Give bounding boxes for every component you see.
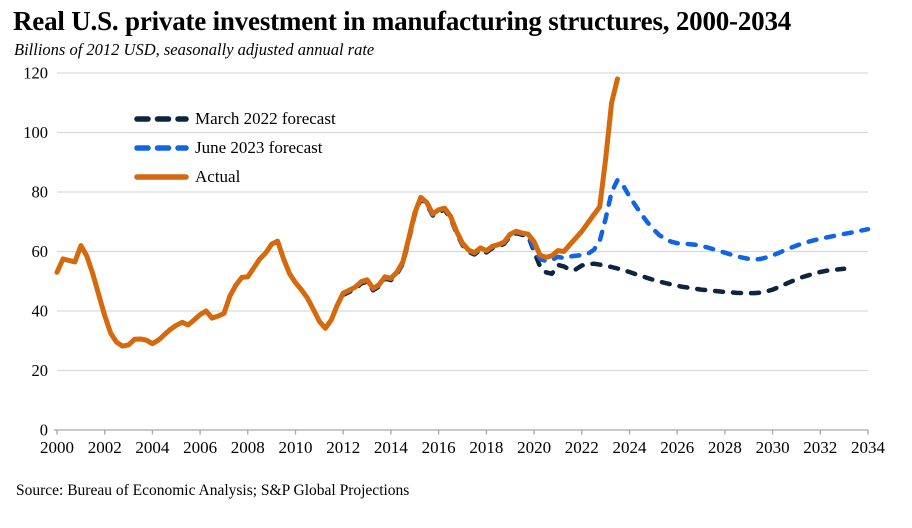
- x-tick-label: 2022: [565, 438, 599, 457]
- x-tick-label: 2028: [708, 438, 742, 457]
- y-tick-label: 40: [32, 302, 49, 321]
- x-tick-label: 2018: [469, 438, 503, 457]
- legend-item-march-2022-forecast: March 2022 forecast: [133, 104, 336, 133]
- source-note: Source: Bureau of Economic Analysis; S&P…: [16, 482, 410, 499]
- x-tick-label: 2004: [135, 438, 170, 457]
- march-2022-forecast-line: [340, 196, 847, 298]
- legend-item-actual: Actual: [133, 162, 336, 191]
- x-tick-label: 2034: [851, 438, 886, 457]
- legend-label: June 2023 forecast: [195, 137, 323, 157]
- legend-item-june-2023-forecast: June 2023 forecast: [133, 133, 336, 162]
- y-tick-label: 120: [23, 64, 48, 83]
- x-tick-label: 2012: [326, 438, 360, 457]
- x-tick-label: 2002: [88, 438, 122, 457]
- x-tick-label: 2020: [517, 438, 551, 457]
- x-tick-label: 2016: [422, 438, 456, 457]
- x-tick-label: 2008: [231, 438, 265, 457]
- x-tick-label: 2032: [803, 438, 837, 457]
- x-tick-label: 2000: [40, 438, 74, 457]
- legend-label: March 2022 forecast: [195, 108, 336, 128]
- y-tick-label: 20: [32, 361, 49, 380]
- x-tick-label: 2030: [756, 438, 790, 457]
- x-tick-label: 2024: [613, 438, 648, 457]
- x-tick-label: 2010: [279, 438, 313, 457]
- x-tick-label: 2026: [660, 438, 694, 457]
- x-tick-label: 2014: [374, 438, 409, 457]
- legend: March 2022 forecast June 2023 forecast A…: [133, 104, 336, 191]
- chart-subtitle: Billions of 2012 USD, seasonally adjuste…: [14, 40, 375, 59]
- dashed-line-swatch-icon: [134, 115, 189, 122]
- dashed-line-swatch-icon: [134, 144, 189, 151]
- y-tick-label: 0: [40, 421, 48, 440]
- chart-canvas: 2000 2002 2004 2006 2008 2010 2012 2014 2016 2018…: [23, 64, 886, 458]
- legend-label: Actual: [195, 166, 241, 186]
- x-tick-label: 2006: [183, 438, 217, 457]
- y-tick-label: 100: [23, 123, 48, 142]
- chart-title: Real U.S. private investment in manufact…: [13, 6, 792, 36]
- y-tick-label: 80: [32, 183, 49, 202]
- solid-line-swatch-icon: [134, 173, 189, 180]
- actual-line: [54, 76, 620, 349]
- y-tick-label: 60: [32, 242, 49, 261]
